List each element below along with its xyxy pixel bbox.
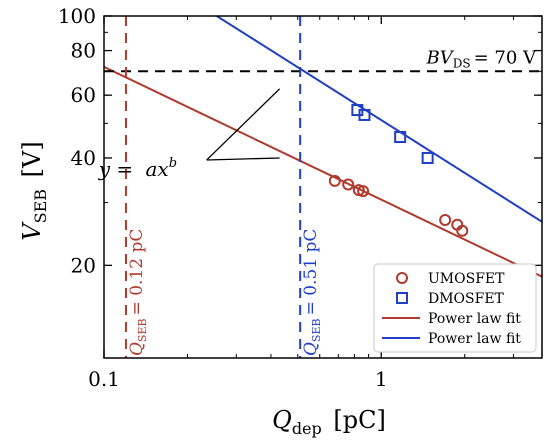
axes: 0.1 1 20 40 60 80 100 Qdep [pC] VSEB [V]	[18, 4, 543, 438]
bv-ds-label: BVDS = 70 V	[425, 47, 537, 70]
legend-label: UMOSFET	[428, 271, 505, 287]
umosfet-point-0	[328, 174, 341, 187]
y-tick-label-3: 80	[71, 39, 96, 63]
plot-frame	[103, 15, 543, 359]
legend-marker-square	[396, 292, 408, 304]
fit-line-dmosfet	[216, 16, 542, 223]
plot-area	[104, 16, 542, 358]
annotation-pointer-0	[206, 88, 281, 161]
fit-line-umosfet	[104, 65, 542, 278]
legend-label: Power law fit	[428, 331, 521, 347]
umosfet-point-6	[456, 224, 469, 237]
annotation-pointer-1	[206, 157, 280, 161]
y-tick-label-0: 20	[71, 253, 96, 277]
y-tick-label-4: 100	[58, 4, 96, 28]
annotations: BVDS = 70 V QSEB= 0.12 pC QSEB= 0.51 pC y = …	[98, 47, 537, 356]
legend: UMOSFET DMOSFET Power law fit Power law fit	[373, 263, 537, 353]
y-tick-label-1: 40	[71, 146, 96, 170]
q-seb-label-1: QSEB= 0.12 pC	[127, 229, 149, 356]
dmosfet-point-2	[394, 130, 407, 143]
legend-label: DMOSFET	[428, 291, 505, 307]
y-tick-label-2: 60	[71, 83, 96, 107]
umosfet-point-3	[357, 185, 370, 198]
legend-item-umosfet: UMOSFET	[396, 271, 505, 287]
legend-item-fit-umosfet: Power law fit	[382, 311, 521, 327]
legend-box	[373, 263, 537, 353]
q-seb-label-2: QSEB= 0.51 pC	[301, 229, 323, 356]
dmosfet-point-1	[358, 108, 371, 121]
legend-item-dmosfet: DMOSFET	[396, 291, 505, 307]
x-axis-label: Qdep [pC]	[272, 406, 386, 438]
umosfet-point-1	[342, 178, 355, 191]
x-tick-label-0: 0.1	[88, 367, 120, 391]
legend-item-fit-dmosfet: Power law fit	[382, 331, 521, 347]
dmosfet-point-3	[421, 151, 434, 164]
legend-label: Power law fit	[428, 311, 521, 327]
legend-marker-circle	[396, 272, 408, 284]
x-tick-label-1: 1	[375, 367, 388, 391]
y-axis-label: VSEB [V]	[18, 141, 50, 240]
power-law-annotation: y = axb	[98, 156, 177, 181]
umosfet-point-4	[439, 214, 452, 227]
